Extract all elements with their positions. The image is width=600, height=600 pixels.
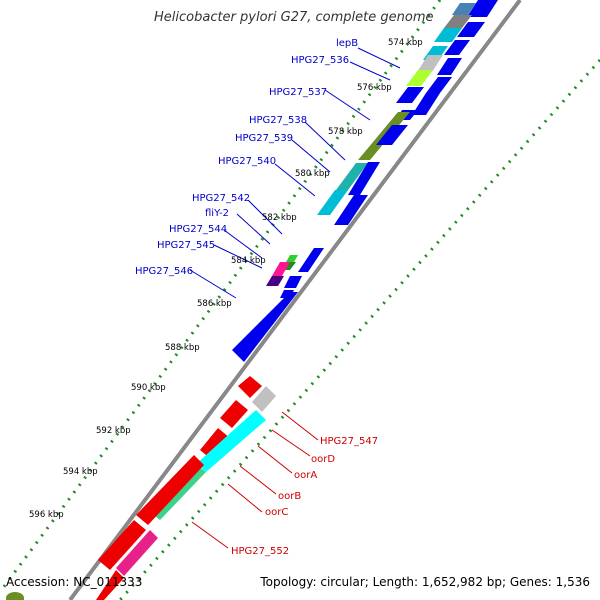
gene-block[interactable] [396,87,424,103]
gene-label[interactable]: HPG27_542 [192,193,250,204]
gene-block[interactable] [406,70,433,86]
tick-label: 578 kbp [328,127,363,137]
tick-label: 590 kbp [131,383,166,393]
top-leader-lines [189,47,401,299]
accession-text: Accession: NC_011333 [6,575,143,589]
gene-label[interactable]: oorA [294,470,317,481]
gene-label[interactable]: HPG27_545 [157,240,215,251]
gene-label[interactable]: HPG27_537 [269,87,327,98]
gene-label[interactable]: HPG27_536 [291,55,349,66]
gene-block[interactable] [232,292,298,362]
gene-block[interactable] [298,248,324,272]
gene-block[interactable] [317,190,348,215]
gene-block[interactable] [348,162,380,195]
gene-block[interactable] [444,40,470,55]
genome-title: Helicobacter pylori G27, complete genome [154,10,434,25]
gene-block[interactable] [252,386,276,412]
tick-label: 594 kbp [63,467,98,477]
bottom-gene-track [96,376,276,600]
gene-block[interactable] [266,276,284,286]
gene-block[interactable] [434,28,462,42]
track-segment-marker [6,592,24,600]
tick-label: 596 kbp [29,510,64,520]
gene-block[interactable] [457,22,485,37]
gene-label[interactable]: HPG27_539 [235,133,293,144]
gene-block[interactable] [136,455,204,525]
tick-label: 582 kbp [262,213,297,223]
tick-label: 584 kbp [231,256,266,266]
gene-block[interactable] [238,376,262,398]
gene-block[interactable] [467,0,498,17]
gene-block[interactable] [437,58,462,75]
genome-backbone [68,0,522,600]
tick-label: 592 kbp [96,426,131,436]
tick-label: 574 kbp [388,38,423,48]
gene-block[interactable] [426,77,452,93]
gene-block[interactable] [98,520,146,570]
tick-label: 576 kbp [357,83,392,93]
gene-block[interactable] [220,400,248,428]
gene-block[interactable] [116,530,158,576]
tick-label: 588 kbp [165,343,200,353]
gene-label[interactable]: HPG27_538 [249,115,307,126]
gene-block[interactable] [96,570,124,600]
gene-label[interactable]: oorB [278,491,301,502]
gene-label[interactable]: fliY-2 [205,208,229,219]
gene-label[interactable]: HPG27_547 [320,436,378,447]
gene-block[interactable] [200,428,230,460]
gene-block[interactable] [452,3,476,15]
gene-block[interactable] [334,195,368,225]
tick-label: 580 kbp [295,169,330,179]
genome-summary-text: Topology: circular; Length: 1,652,982 bp… [260,575,590,589]
top-gene-track [232,0,498,362]
gene-label-lepB[interactable]: lepB [336,38,358,49]
gene-label[interactable]: HPG27_546 [135,266,193,277]
gene-block[interactable] [284,276,302,288]
bottom-leader-lines [191,411,319,549]
gene-label[interactable]: HPG27_540 [218,156,276,167]
gene-block[interactable] [444,15,472,28]
gene-block[interactable] [376,125,408,145]
gene-block[interactable] [336,163,368,190]
gene-block[interactable] [196,410,266,472]
gene-label[interactable]: oorD [311,454,335,465]
gene-block[interactable] [286,255,298,262]
gene-label[interactable]: HPG27_544 [169,224,227,235]
gene-block[interactable] [272,262,290,276]
tick-label: 586 kbp [197,299,232,309]
gene-label[interactable]: HPG27_552 [231,546,289,557]
gene-block[interactable] [417,55,443,72]
gene-block[interactable] [412,93,440,115]
gene-label[interactable]: oorC [265,507,288,518]
outer-dotted-ring [118,59,600,600]
